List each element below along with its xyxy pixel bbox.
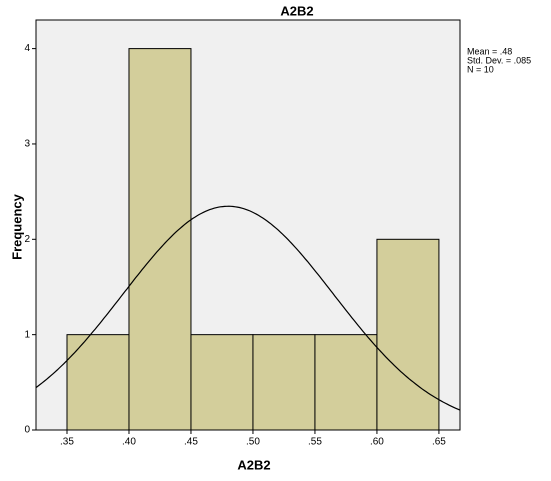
y-tick-label: 3 — [24, 139, 30, 150]
y-tick-label: 0 — [24, 425, 30, 436]
bar — [253, 335, 315, 430]
x-tick-label: .60 — [370, 437, 384, 448]
bar — [129, 49, 191, 430]
chart: A2B2 A2B2 Frequency 0 1 2 3 4 .35 .40 .45 .50 .55… — [0, 0, 551, 481]
y-axis-label: Frequency — [9, 193, 24, 260]
stats-annotation: N = 10 — [467, 64, 494, 74]
x-tick-label: .40 — [122, 437, 136, 448]
y-tick-label: 4 — [24, 43, 30, 54]
x-tick-label: .35 — [60, 437, 74, 448]
y-tick-label: 2 — [24, 234, 30, 245]
bar — [191, 335, 253, 430]
x-tick-label: .65 — [432, 437, 446, 448]
x-tick-label: .55 — [308, 437, 322, 448]
x-tick-label: .45 — [184, 437, 198, 448]
y-tick-label: 1 — [24, 329, 30, 340]
bar — [377, 239, 439, 430]
bar — [315, 335, 377, 430]
x-tick-label: .50 — [246, 437, 260, 448]
bar — [67, 335, 129, 430]
chart-title: A2B2 — [280, 3, 313, 18]
x-axis-label: A2B2 — [237, 457, 270, 472]
